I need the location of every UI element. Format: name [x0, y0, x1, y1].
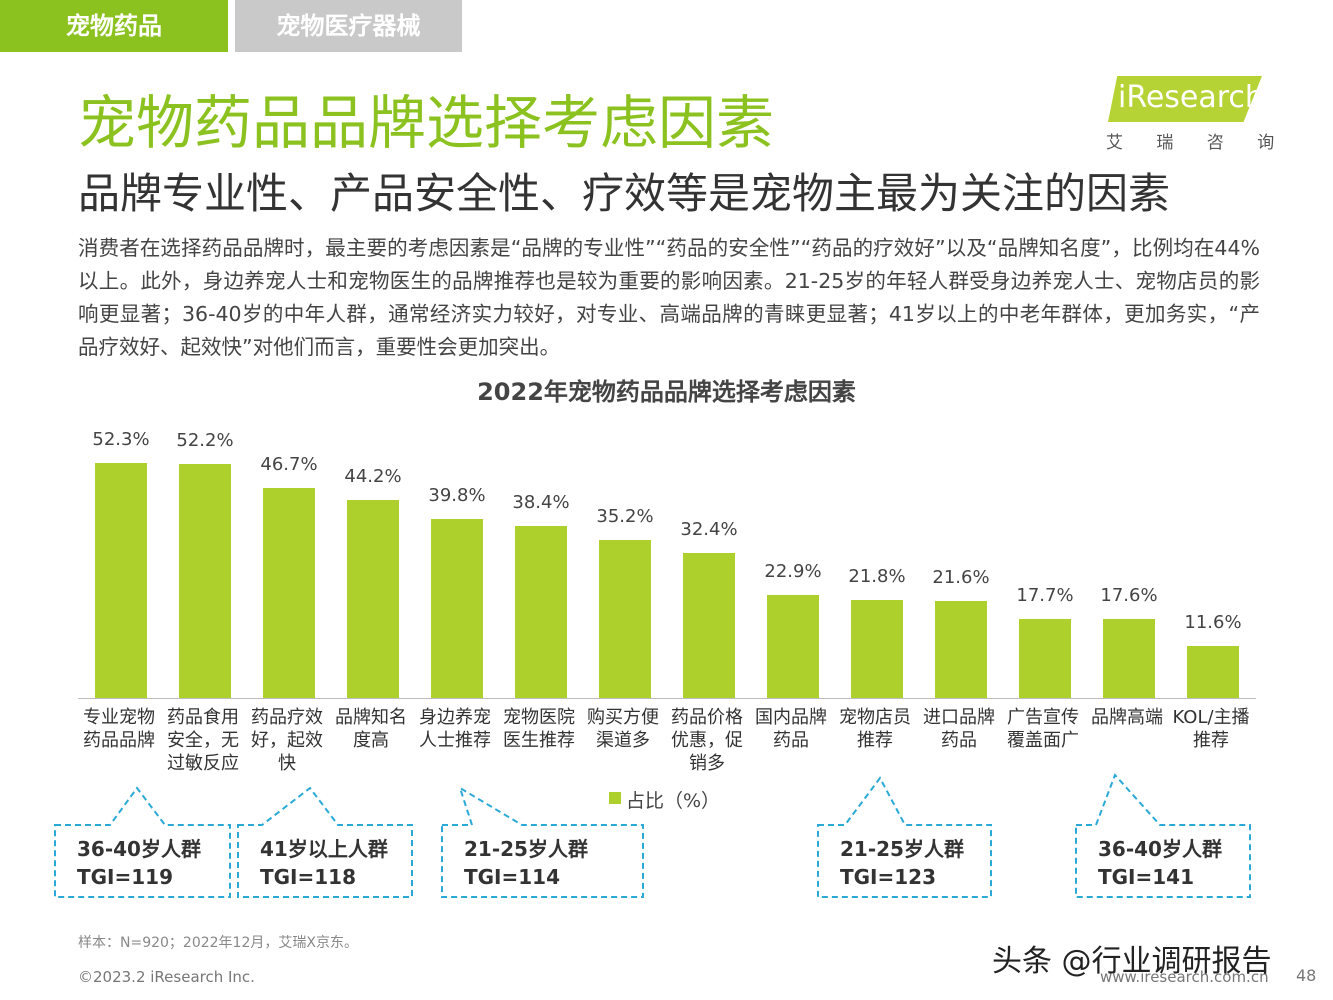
- legend-label: 占比（%）: [626, 790, 721, 812]
- value-label: 52.2%: [176, 429, 234, 451]
- callout-group: 21-25岁人群: [840, 837, 964, 861]
- x-tick-label: 药品价格优惠，促销多: [671, 707, 743, 774]
- tab-active[interactable]: 宠物药品: [0, 0, 228, 52]
- bar: [347, 499, 399, 698]
- tab[interactable]: 宠物医疗器械: [235, 0, 462, 52]
- x-tick-label: 品牌高端: [1091, 707, 1163, 728]
- value-label: 11.6%: [1184, 611, 1242, 633]
- x-tick-label: 宠物医院医生推荐: [503, 707, 575, 751]
- callout-box: [817, 776, 992, 898]
- bar: [683, 552, 735, 698]
- callout-tgi: TGI=118: [260, 865, 357, 889]
- value-label: 39.8%: [428, 485, 486, 507]
- logo-bg: [1108, 76, 1262, 122]
- bar: [767, 595, 819, 698]
- x-tick-label: 身边养宠人士推荐: [419, 707, 491, 751]
- x-tick-label: 国内品牌药品: [755, 707, 827, 751]
- x-tick-label: 药品疗效好，起效快: [251, 707, 323, 774]
- bar: [851, 600, 903, 698]
- legend-swatch: [609, 792, 621, 804]
- paragraph: 消费者在选择药品品牌时，最主要的考虑因素是“品牌的专业性”“药品的安全性”“药品…: [78, 236, 1260, 359]
- page-number: 48: [1296, 966, 1317, 985]
- bar: [1103, 618, 1155, 698]
- website: www.iresearch.com.cn: [1100, 968, 1269, 986]
- callout-group: 36-40岁人群: [1098, 837, 1222, 861]
- chart-title: 2022年宠物药品品牌选择考虑因素: [477, 378, 856, 406]
- source: 样本：N=920；2022年12月，艾瑞X京东。: [78, 935, 358, 951]
- bar: [263, 488, 315, 698]
- value-label: 46.7%: [260, 454, 318, 476]
- bar: [179, 463, 231, 698]
- callout-tgi: TGI=114: [464, 865, 561, 889]
- value-label: 17.6%: [1100, 584, 1158, 606]
- value-label: 32.4%: [680, 518, 738, 540]
- bar: [599, 539, 651, 698]
- watermark: 头条 @行业调研报告: [992, 944, 1272, 979]
- callout-group: 41岁以上人群: [260, 837, 388, 861]
- callout-tgi: TGI=141: [1098, 865, 1195, 889]
- x-tick-label: 专业宠物药品品牌: [83, 707, 155, 751]
- title: 宠物药品品牌选择考虑因素: [78, 89, 775, 157]
- value-label: 21.8%: [848, 566, 906, 588]
- logo-sub: 艾 瑞 咨 询: [1106, 133, 1289, 153]
- x-tick-label: 宠物店员推荐: [839, 707, 911, 751]
- callout-tgi: TGI=123: [840, 865, 937, 889]
- copyright: ©2023.2 iResearch Inc.: [78, 968, 255, 986]
- value-label: 52.3%: [92, 429, 150, 451]
- value-label: 17.7%: [1016, 584, 1074, 606]
- bar: [935, 601, 987, 698]
- value-label: 21.6%: [932, 567, 990, 589]
- callout-box: [237, 786, 413, 898]
- bar: [515, 525, 567, 698]
- value-label: 22.9%: [764, 561, 822, 583]
- x-tick-label: 药品食用安全，无过敏反应: [167, 707, 239, 774]
- subtitle: 品牌专业性、产品安全性、疗效等是宠物主最为关注的因素: [78, 169, 1171, 218]
- x-tick-label: KOL/主播推荐: [1172, 707, 1250, 751]
- x-tick-label: 购买方便渠道多: [587, 707, 659, 751]
- callout-group: 21-25岁人群: [464, 837, 588, 861]
- bar: [1187, 645, 1239, 698]
- x-tick-label: 进口品牌药品: [923, 707, 995, 751]
- bar: [431, 519, 483, 698]
- bar: [1019, 618, 1071, 698]
- callout-group: 36-40岁人群: [77, 837, 201, 861]
- logo-brand: iResearch: [1118, 80, 1264, 115]
- bar: [95, 463, 147, 698]
- x-tick-label: 广告宣传覆盖面广: [1007, 707, 1079, 751]
- callout-box: [1075, 773, 1251, 898]
- callout-box: [54, 786, 231, 898]
- callout-box: [441, 785, 644, 898]
- baseline: [78, 698, 1256, 699]
- value-label: 35.2%: [596, 505, 654, 527]
- value-label: 38.4%: [512, 491, 570, 513]
- value-label: 44.2%: [344, 465, 402, 487]
- callout-tgi: TGI=119: [77, 865, 174, 889]
- x-tick-label: 品牌知名度高: [335, 707, 407, 751]
